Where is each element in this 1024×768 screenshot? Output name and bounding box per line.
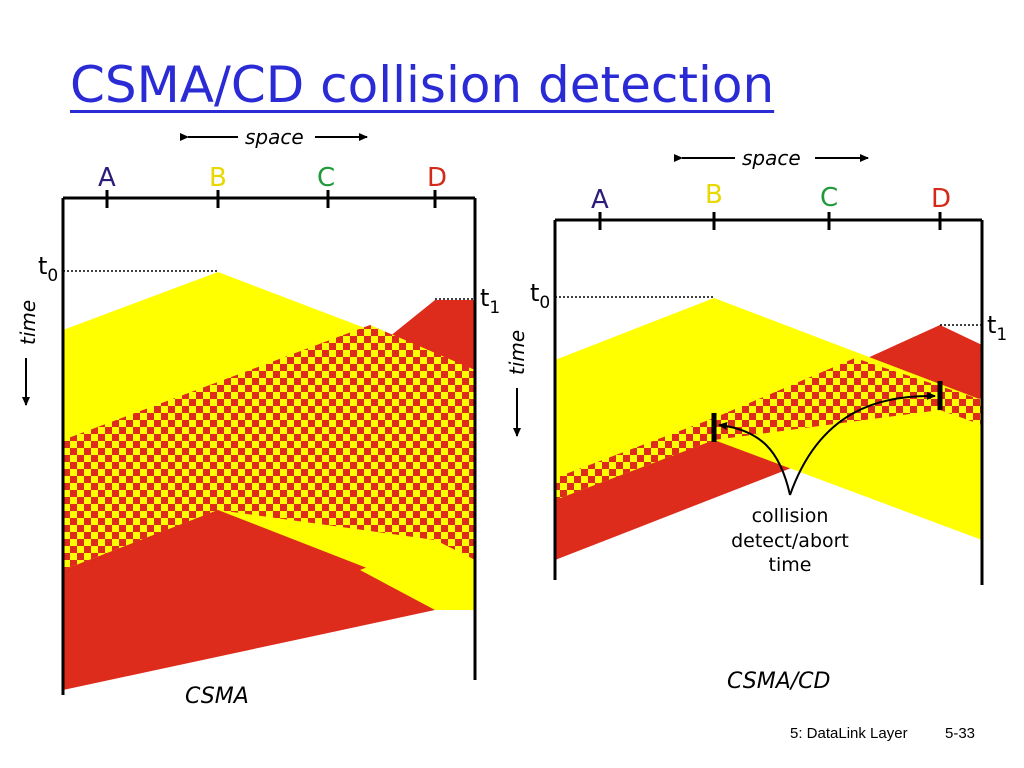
cd-overlap-checker [555,358,982,500]
overlap-checker [63,325,475,570]
node-label-b: B [209,163,227,193]
footer-chapter: 5: DataLink Layer [790,725,908,742]
footer-page-number: 5-33 [945,725,976,742]
signal-d-red-lower [63,510,360,690]
cd-space-label: space [742,146,801,170]
annotation-pointer-left [718,422,791,496]
cd-node-label-d: D [931,184,951,214]
cd-t1-label: t1 [987,311,1007,345]
csma-caption: CSMA [185,684,249,709]
node-label-d: D [427,163,447,193]
annotation-line-2: detect/abort [731,530,849,552]
node-label-a: A [98,163,116,193]
cd-node-label-c: C [820,183,838,213]
signal-b-yellow-lower [360,540,475,610]
page-title: CSMA/CD collision detection [70,56,775,114]
space-label: space [245,125,304,149]
t1-label: t1 [480,284,500,318]
cd-node-label-a: A [591,185,609,215]
annotation-line-3: time [769,554,812,576]
annotation-line-1: collision [752,505,829,527]
time-label: time [16,300,40,345]
cd-time-label: time [505,330,529,375]
csma-cd-caption: CSMA/CD [727,669,830,694]
csma-panel: A B C D space time t0 t1 CSMA [16,125,500,709]
annotation-pointer-right [789,391,936,496]
csma-cd-panel: A B C D space time t0 t1 collision detec… [505,146,1007,694]
t0-label: t0 [38,252,58,286]
cd-t0-label: t0 [530,279,550,313]
cd-node-label-b: B [705,180,723,210]
node-label-c: C [317,163,335,193]
